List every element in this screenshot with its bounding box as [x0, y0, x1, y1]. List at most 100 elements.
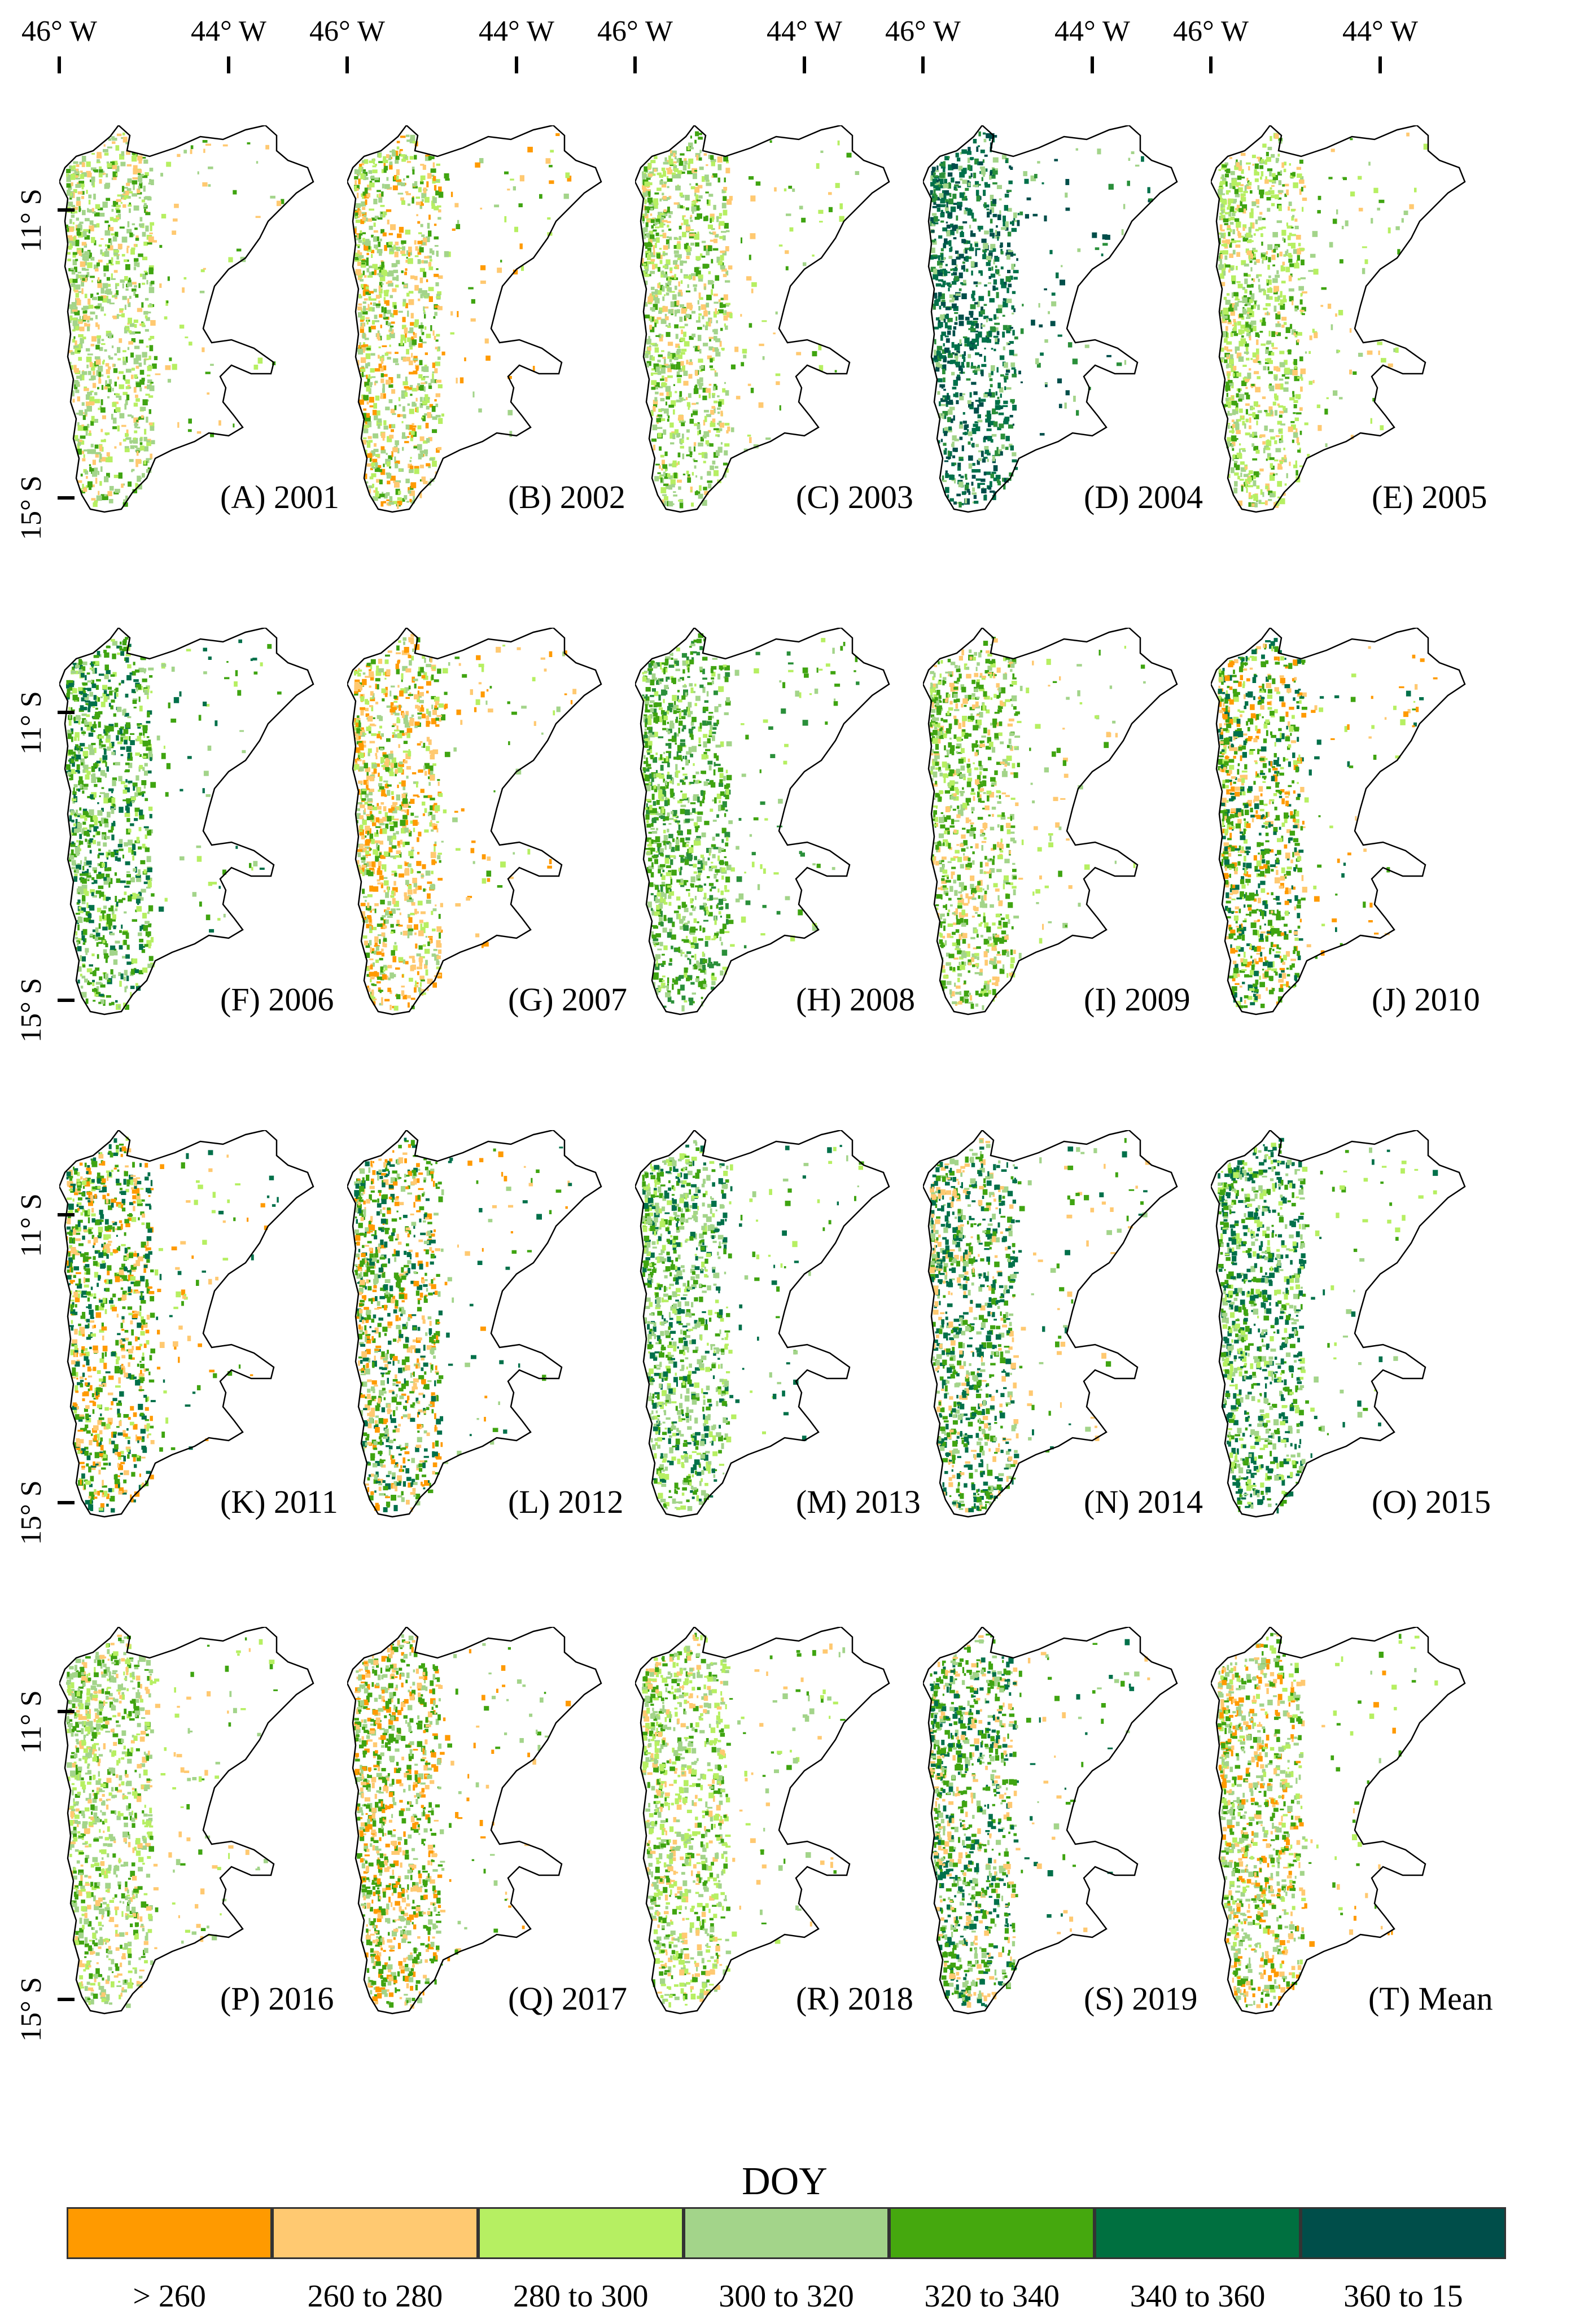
map-panel	[59, 125, 314, 513]
longitude-tick-mark	[1091, 56, 1094, 73]
longitude-tick-label: 44° W	[479, 17, 554, 46]
latitude-tick-mark	[58, 1710, 75, 1713]
panel-label: (F) 2006	[220, 983, 334, 1016]
doy-pixels	[930, 1138, 1150, 1513]
map-panel	[59, 1130, 314, 1518]
basin-outline	[923, 628, 1178, 1016]
doy-pixels	[1218, 638, 1438, 1009]
basin-outline	[59, 628, 314, 1016]
doy-pixels	[930, 637, 1146, 1010]
longitude-tick-label: 44° W	[191, 17, 266, 46]
doy-pixels	[930, 131, 1153, 508]
doy-pixels	[642, 633, 860, 1012]
legend-label: 260 to 280	[308, 2281, 443, 2312]
map-panel	[1211, 125, 1466, 513]
longitude-tick-mark	[921, 56, 925, 73]
doy-pixels	[66, 1136, 279, 1513]
panel-label: (K) 2011	[220, 1486, 338, 1518]
doy-pixels	[642, 1140, 864, 1511]
longitude-tick-mark	[633, 56, 637, 73]
doy-pixels	[642, 131, 860, 509]
doy-pixels	[1218, 1137, 1438, 1514]
basin-outline	[1211, 125, 1466, 513]
basin-outline	[59, 125, 314, 513]
doy-pixels	[354, 1137, 572, 1512]
latitude-tick-mark	[58, 208, 75, 212]
map-panel	[923, 1627, 1178, 2015]
panel-label: (H) 2008	[796, 983, 915, 1016]
basin-outline	[923, 1627, 1178, 2015]
latitude-tick-label: 11° S	[15, 1193, 47, 1257]
basin-outline	[347, 125, 602, 513]
panel-label: (N) 2014	[1084, 1486, 1203, 1518]
map-panel	[347, 125, 602, 513]
basin-outline	[1211, 1627, 1466, 2015]
legend-swatch	[478, 2207, 684, 2259]
latitude-tick-mark	[58, 1501, 75, 1504]
panel-label: (T) Mean	[1368, 1982, 1493, 2015]
doy-pixels	[66, 637, 282, 1010]
map-panel	[635, 1627, 890, 2015]
map-panel	[1211, 1627, 1466, 2015]
latitude-tick-label: 11° S	[15, 691, 47, 755]
panel-label: (O) 2015	[1372, 1486, 1491, 1518]
basin-outline	[347, 1130, 602, 1518]
doy-pixels	[1218, 1633, 1438, 2008]
panel-label: (S) 2019	[1084, 1982, 1197, 2015]
longitude-tick-label: 46° W	[885, 17, 961, 46]
basin-outline	[923, 1130, 1178, 1518]
latitude-tick-label: 11° S	[15, 1690, 47, 1754]
latitude-tick-mark	[58, 711, 75, 714]
basin-outline	[1211, 1130, 1466, 1518]
panel-label: (A) 2001	[220, 481, 339, 514]
latitude-tick-label: 15° S	[15, 978, 47, 1043]
doy-pixels	[1218, 132, 1428, 508]
longitude-tick-mark	[227, 56, 230, 73]
panel-label: (B) 2002	[508, 481, 625, 514]
map-panel	[1211, 1130, 1466, 1518]
latitude-tick-label: 15° S	[15, 1977, 47, 2042]
map-panel	[347, 1627, 602, 2015]
longitude-tick-label: 44° W	[767, 17, 842, 46]
basin-outline	[923, 125, 1178, 513]
map-panel	[635, 628, 890, 1016]
legend-label: > 260	[133, 2281, 206, 2312]
map-panel	[59, 1627, 314, 2015]
longitude-tick-label: 46° W	[21, 17, 97, 46]
latitude-tick-mark	[58, 496, 75, 500]
legend-label: 340 to 360	[1130, 2281, 1266, 2312]
panel-label: (Q) 2017	[508, 1982, 627, 2015]
latitude-tick-label: 15° S	[15, 1480, 47, 1545]
basin-outline	[347, 1627, 602, 2015]
basin-outline	[635, 628, 890, 1016]
panel-label: (E) 2005	[1372, 481, 1487, 514]
map-panel	[635, 125, 890, 513]
panel-label: (D) 2004	[1084, 481, 1203, 514]
doy-pixels	[354, 133, 572, 509]
latitude-tick-mark	[58, 1213, 75, 1216]
legend-swatch	[67, 2207, 273, 2259]
basin-outline	[635, 1627, 890, 2015]
legend-label: 360 to 15	[1343, 2281, 1463, 2312]
map-panel	[59, 628, 314, 1016]
panel-label: (P) 2016	[220, 1982, 334, 2015]
doy-pixels	[354, 1634, 571, 2009]
longitude-tick-label: 46° W	[309, 17, 385, 46]
basin-outline	[59, 1130, 314, 1518]
longitude-tick-mark	[803, 56, 806, 73]
map-panel	[635, 1130, 890, 1518]
panel-label: (J) 2010	[1372, 983, 1480, 1016]
panel-label: (C) 2003	[796, 481, 913, 514]
latitude-tick-mark	[58, 1998, 75, 2001]
longitude-tick-mark	[515, 56, 518, 73]
map-panel	[347, 628, 602, 1016]
longitude-tick-label: 46° W	[1173, 17, 1249, 46]
basin-outline	[347, 628, 602, 1016]
panel-label: (M) 2013	[796, 1486, 921, 1518]
legend-label: 320 to 340	[925, 2281, 1060, 2312]
longitude-tick-mark	[58, 56, 61, 73]
doy-pixels	[642, 1633, 846, 2008]
latitude-tick-mark	[58, 999, 75, 1002]
panel-label: (L) 2012	[508, 1486, 624, 1518]
